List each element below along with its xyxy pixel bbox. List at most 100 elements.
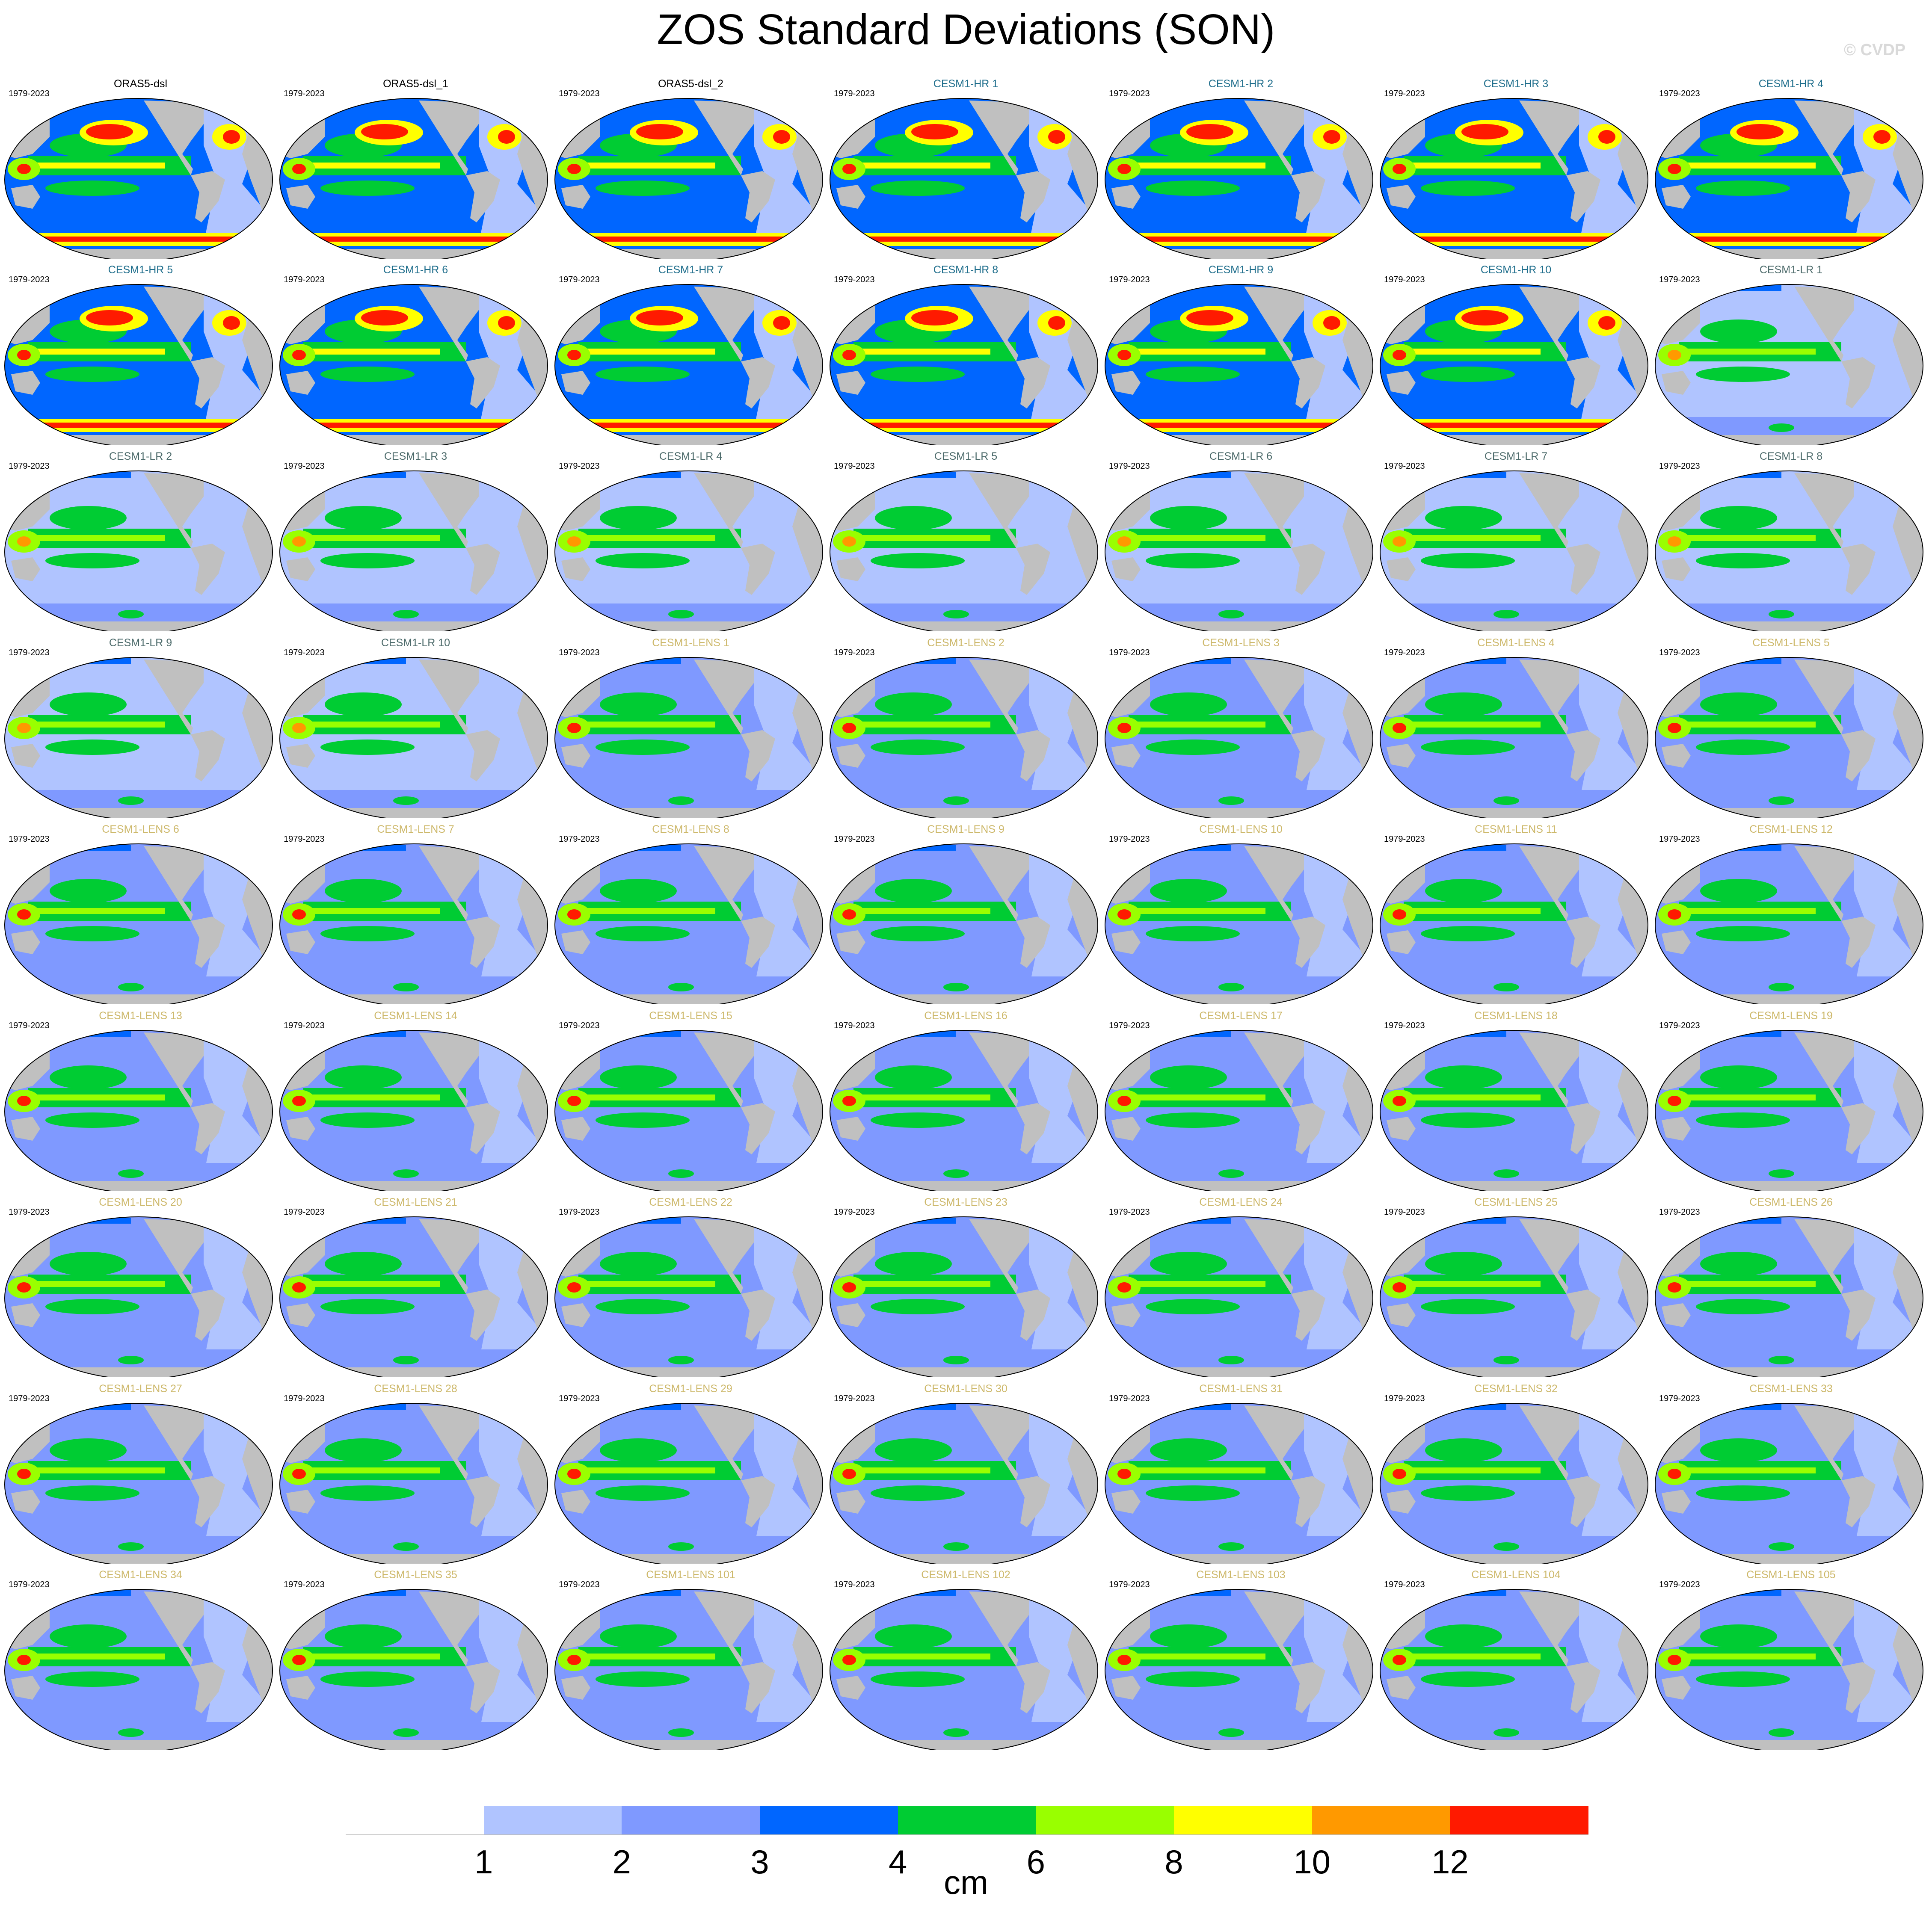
panel-period: 1979-2023 xyxy=(9,1394,50,1403)
indonesian-peak xyxy=(842,1096,856,1106)
south-pacific-band xyxy=(320,180,415,196)
colorbar-swatch xyxy=(1174,1806,1313,1835)
acc-peak xyxy=(1105,423,1373,428)
robinson-map xyxy=(1655,98,1923,259)
north-pacific-band xyxy=(325,506,402,530)
map-panel: CESM1-LENS 28 1979-2023 xyxy=(278,1378,554,1564)
south-america-land xyxy=(1841,1103,1876,1154)
south-america-land xyxy=(466,1103,500,1154)
south-america-land xyxy=(1016,171,1050,222)
equatorial-core xyxy=(587,163,715,169)
north-pacific-band xyxy=(50,1065,127,1089)
north-america-land xyxy=(969,287,1029,361)
south-america-land xyxy=(741,544,775,595)
panel-title: CESM1-LENS 33 xyxy=(1749,1383,1833,1395)
robinson-map xyxy=(279,843,548,1004)
south-pacific-band xyxy=(320,740,415,755)
south-pacific-band xyxy=(871,553,965,568)
colorbar-swatch xyxy=(1312,1806,1451,1835)
robinson-map xyxy=(1655,1216,1923,1377)
map-panel: CESM1-LENS 16 1979-2023 xyxy=(828,1005,1104,1191)
map-border xyxy=(554,1030,823,1191)
south-america-land xyxy=(1566,1103,1600,1154)
north-america-land xyxy=(419,1405,479,1480)
indonesian-peak xyxy=(17,1655,31,1665)
south-america-land xyxy=(466,730,500,781)
panel-period: 1979-2023 xyxy=(834,89,875,98)
north-pacific-band xyxy=(1425,1624,1502,1648)
colorbar-tick-label: 1 xyxy=(474,1843,493,1881)
map-panel: CESM1-LR 4 1979-2023 xyxy=(553,445,829,631)
southern-ocean-patch xyxy=(1880,1169,1905,1178)
map-panel: ORAS5-dsl 1979-2023 xyxy=(3,73,279,259)
antarctica-land xyxy=(555,808,823,818)
australia-land xyxy=(1662,930,1691,954)
robinson-map xyxy=(830,1589,1098,1750)
panel-period: 1979-2023 xyxy=(284,1394,325,1403)
south-pacific-band xyxy=(1146,553,1240,568)
south-pacific-band xyxy=(596,1112,690,1128)
map-border xyxy=(830,1216,1098,1377)
map-panel: CESM1-LENS 21 1979-2023 xyxy=(278,1191,554,1377)
south-america-land xyxy=(741,917,775,968)
southern-ocean-patch xyxy=(779,1542,805,1551)
southern-ocean-patch xyxy=(1769,796,1794,805)
indonesian-peak xyxy=(567,1469,581,1479)
robinson-map xyxy=(4,284,273,445)
panel-period: 1979-2023 xyxy=(834,834,875,844)
colorbar-swatch xyxy=(483,1806,622,1835)
southern-ocean-patch xyxy=(668,610,694,618)
map-border xyxy=(279,843,548,1004)
equatorial-core xyxy=(312,163,440,169)
gulf-stream-peak xyxy=(1598,130,1615,144)
australia-land xyxy=(286,371,315,395)
panel-period: 1979-2023 xyxy=(284,1580,325,1589)
south-pacific-band xyxy=(320,367,415,382)
north-america-land xyxy=(419,101,479,175)
panel-period: 1979-2023 xyxy=(559,834,600,844)
southern-ocean-patch xyxy=(1218,1728,1244,1737)
map-border xyxy=(279,284,548,445)
southern-ocean-patch xyxy=(779,983,805,991)
equatorial-core xyxy=(587,1654,715,1659)
panel-period: 1979-2023 xyxy=(1384,275,1425,284)
panel-title: CESM1-LENS 19 xyxy=(1749,1010,1833,1022)
robinson-map xyxy=(1380,1216,1648,1377)
antarctica-land xyxy=(1655,249,1923,259)
panel-title: CESM1-LENS 29 xyxy=(649,1383,732,1395)
southern-ocean-patch xyxy=(393,1728,419,1737)
australia-land xyxy=(1387,1676,1416,1700)
map-panel: CESM1-HR 3 1979-2023 xyxy=(1378,73,1654,259)
map-panel: CESM1-LENS 25 1979-2023 xyxy=(1378,1191,1654,1377)
south-america-land xyxy=(466,171,500,222)
southern-ocean-patch xyxy=(1880,1728,1905,1737)
map-border xyxy=(1655,843,1923,1004)
panel-title: CESM1-LR 4 xyxy=(659,450,723,462)
map-border xyxy=(4,98,273,259)
robinson-map xyxy=(1380,843,1648,1004)
southern-ocean-patch xyxy=(393,983,419,991)
antarctica-land xyxy=(280,435,548,445)
antarctica-land xyxy=(1105,249,1373,259)
australia-land xyxy=(286,1676,315,1700)
australia-land xyxy=(1111,1490,1141,1514)
indonesian-peak xyxy=(1117,1469,1131,1479)
australia-land xyxy=(1111,744,1141,768)
north-america-land xyxy=(694,1591,754,1666)
robinson-map xyxy=(279,98,548,259)
panel-title: CESM1-LENS 32 xyxy=(1474,1383,1558,1395)
south-america-land xyxy=(1566,730,1600,781)
map-panel: CESM1-HR 10 1979-2023 xyxy=(1378,259,1654,445)
panel-title: CESM1-LENS 104 xyxy=(1471,1569,1561,1581)
panel-title: CESM1-HR 8 xyxy=(933,264,999,276)
robinson-map xyxy=(830,470,1098,631)
north-america-land xyxy=(1519,101,1579,175)
antarctica-land xyxy=(1380,1181,1648,1191)
north-america-land xyxy=(1244,287,1304,361)
south-america-land xyxy=(191,730,225,781)
panel-title: CESM1-LENS 21 xyxy=(374,1196,457,1208)
equatorial-core xyxy=(862,349,990,355)
kuroshio-peak xyxy=(1186,310,1233,325)
south-pacific-band xyxy=(596,553,690,568)
robinson-map xyxy=(1655,843,1923,1004)
